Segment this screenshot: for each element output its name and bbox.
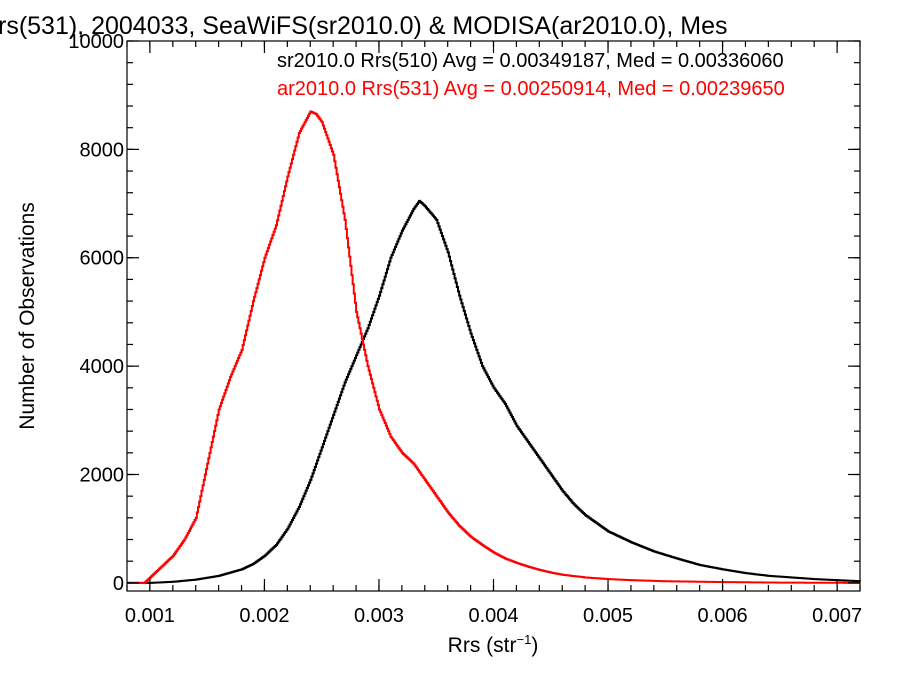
x-axis-title-close: ) [531, 634, 538, 657]
y-tick-label: 2000 [80, 464, 125, 486]
x-axis-title: Rrs (str−1) [448, 632, 539, 657]
y-tick-label: 6000 [80, 248, 125, 270]
x-tick-label: 0.006 [698, 605, 748, 627]
plot-frame [126, 40, 861, 592]
x-tick-label: 0.007 [812, 605, 862, 627]
legend-entry-black: sr2010.0 Rrs(510) Avg = 0.00349187, Med … [277, 50, 784, 72]
x-tick-label: 0.005 [583, 605, 633, 627]
x-tick-label: 0.001 [125, 605, 175, 627]
x-tick-label: 0.002 [239, 605, 289, 627]
series-line-black [127, 199, 861, 584]
x-axis-title-main: Rrs (str [448, 634, 517, 657]
legend-entry-red: ar2010.0 Rrs(531) Avg = 0.00250914, Med … [277, 78, 785, 100]
series-layer [127, 110, 861, 584]
ticks-layer: 0.001 0.002 0.003 0.004 0.005 0.006 0.007 0 2000… [68, 31, 862, 627]
series-line-red [127, 110, 860, 584]
y-axis-title: Number of Observations [16, 202, 39, 430]
y-tick-label: 4000 [80, 356, 125, 378]
x-tick-label: 0.003 [354, 605, 404, 627]
y-tick-label: 10000 [68, 31, 124, 53]
chart-title: rs(531), 2004033, SeaWiFS(sr2010.0) & MO… [0, 12, 727, 40]
y-tick-label: 0 [113, 573, 124, 595]
y-tick-label: 8000 [80, 139, 125, 161]
x-axis-title-sup: −1 [517, 632, 532, 647]
x-tick-label: 0.004 [468, 605, 518, 627]
